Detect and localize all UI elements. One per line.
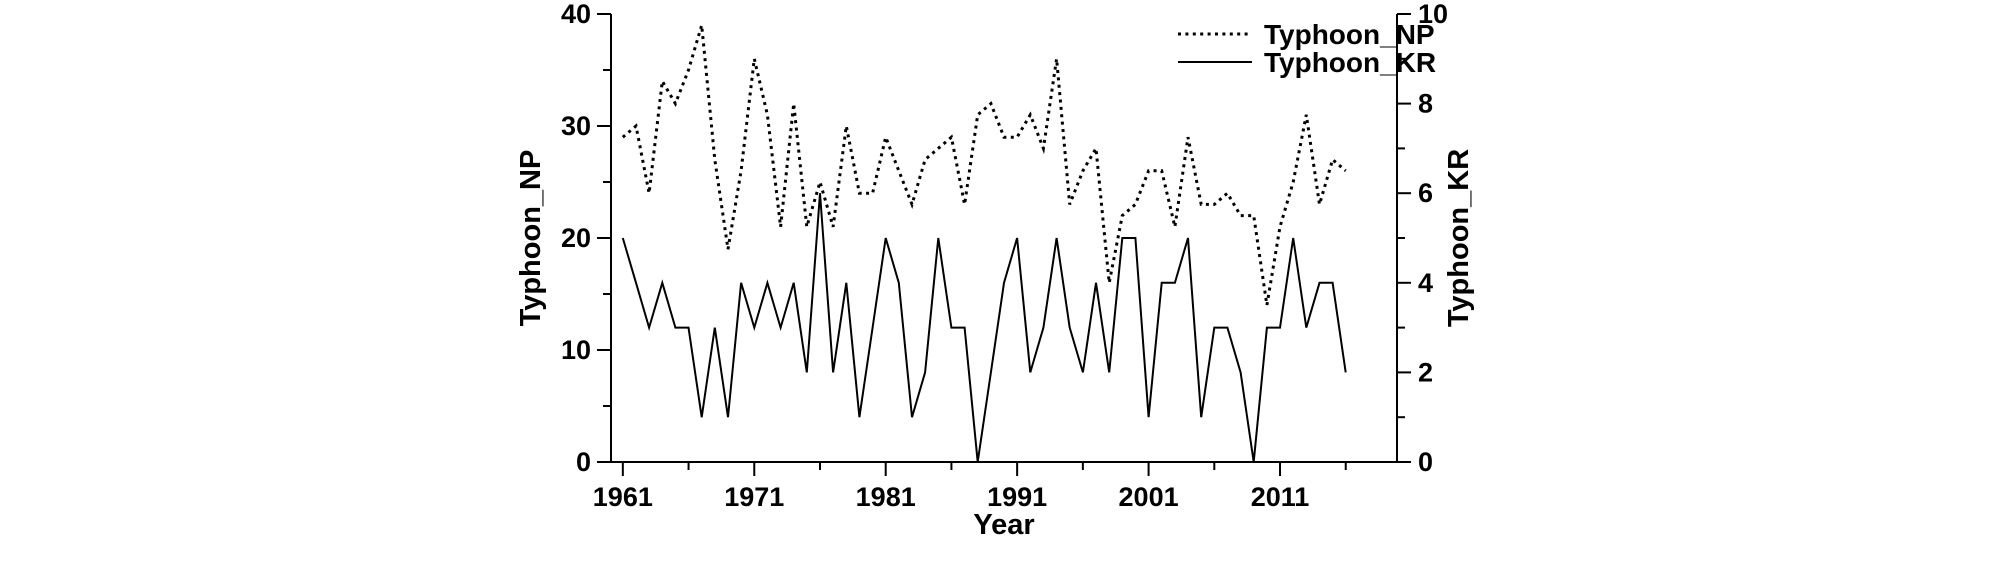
- x-tick-label: 2001: [1119, 482, 1179, 512]
- left-tick-label: 30: [561, 111, 591, 141]
- x-axis-title: Year: [973, 509, 1034, 541]
- right-tick-label: 2: [1418, 357, 1433, 387]
- np-series-line: [621, 24, 1347, 306]
- series-lines: [621, 24, 1347, 463]
- left-tick-label: 20: [561, 223, 591, 253]
- right-axis-title: Typhoon_KR: [1443, 149, 1475, 327]
- right-tick-label: 6: [1418, 178, 1433, 208]
- legend-np-label: Typhoon_NP: [1264, 19, 1435, 50]
- x-tick-label: 1981: [856, 482, 916, 512]
- x-tick-label: 1991: [987, 482, 1047, 512]
- left-axis-title: Typhoon_NP: [515, 150, 547, 327]
- left-tick-label: 0: [576, 447, 591, 477]
- kr-series-line: [621, 193, 1347, 463]
- x-tick-label: 2011: [1251, 482, 1310, 512]
- legend: Typhoon_NP Typhoon_KR: [1178, 19, 1436, 78]
- right-tick-label: 8: [1418, 89, 1433, 119]
- right-tick-label: 4: [1418, 268, 1433, 298]
- axis-spines: [610, 14, 1398, 463]
- x-tick-label: 1961: [593, 482, 653, 512]
- left-tick-label: 10: [561, 335, 591, 365]
- legend-kr-label: Typhoon_KR: [1264, 47, 1436, 78]
- axis-ticks: 0 10 20 30 40 0 2 4 6 8 10 1961 1971 1981 1991 2001 2011: [561, 0, 1448, 512]
- left-tick-label: 40: [561, 0, 591, 29]
- x-tick-label: 1971: [724, 482, 784, 512]
- right-tick-label: 0: [1418, 447, 1433, 477]
- right-tick-label: 10: [1418, 0, 1448, 29]
